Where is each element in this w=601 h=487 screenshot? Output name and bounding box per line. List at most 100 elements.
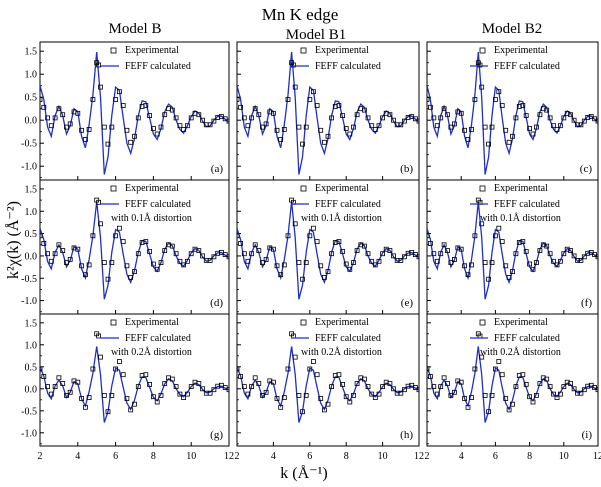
experimental-point [343,126,349,131]
experimental-point [278,272,284,278]
experimental-point [380,251,386,257]
legend-marker-experimental [110,185,117,192]
y-tick-label: 1.5 [25,184,38,195]
legend-marker-experimental [300,185,307,192]
experimental-point [448,124,454,130]
experimental-point [431,251,437,257]
experimental-point [321,139,327,145]
experimental-point [147,381,153,387]
experimental-point [427,233,430,239]
experimental-point [434,123,440,129]
experimental-point [482,124,488,130]
experimental-point [238,104,244,110]
experimental-point [154,266,160,272]
experimental-point [441,242,447,248]
experimental-point [105,276,111,282]
experimental-point [150,126,156,131]
experimental-point [113,233,118,239]
experimental-point [340,381,346,387]
experimental-point [554,127,560,132]
experimental-point [455,109,461,115]
experimental-point [351,392,356,398]
experimental-point [79,127,84,133]
experimental-point [523,249,529,254]
figure-title: Mn K edge [262,5,338,24]
experimental-point [503,127,509,133]
experimental-point [173,251,179,257]
experimental-point [595,254,598,260]
experimental-point [98,221,103,227]
experimental-point [479,84,485,90]
experimental-point [380,115,386,121]
experimental-point [516,373,522,379]
experimental-point [394,390,400,396]
experimental-point [479,221,485,227]
experimental-point [469,262,474,268]
experimental-point [252,106,258,112]
experimental-point [196,112,202,118]
panel-label: (d) [210,297,223,309]
experimental-point [252,375,258,381]
experimental-point [372,395,378,401]
experimental-point [365,251,371,257]
experimental-point [462,263,468,269]
experimental-point [527,394,532,400]
legend-note: with 0.1Å distortion [480,212,561,224]
experimental-point [109,392,115,398]
legend-marker-experimental [479,185,486,192]
experimental-point [401,387,407,393]
experimental-point [506,274,512,280]
y-tick-label: 1.0 [25,70,38,81]
experimental-point [245,123,251,129]
experimental-point [329,251,335,257]
legend-label-experimental: Experimental [494,183,548,194]
panel-label: (e) [401,297,414,309]
experimental-point [441,375,447,381]
experimental-point [200,253,205,259]
experimental-point [75,246,81,252]
experimental-point [336,103,342,108]
experimental-point [211,254,217,260]
experimental-point [241,115,247,121]
experimental-point [489,260,495,266]
experimental-point [551,258,556,264]
experimental-point [128,274,134,280]
experimental-point [256,248,262,254]
experimental-point [45,115,50,121]
experimental-point [561,384,567,390]
experimental-point [40,233,43,239]
experimental-point [96,333,101,339]
experimental-point [241,384,247,390]
experimental-point [270,246,276,252]
experimental-point [365,115,371,121]
experimental-point [561,115,567,121]
column-title-1: Model B [109,21,162,37]
experimental-point [380,384,386,390]
experimental-point [60,248,66,254]
x-tick-label: 10 [186,451,196,462]
experimental-point [318,127,324,133]
experimental-point [351,260,356,266]
experimental-point [448,392,454,398]
experimental-point [79,396,84,401]
experimental-point [177,123,183,129]
experimental-point [564,246,570,252]
experimental-point [451,121,457,127]
experimental-point [150,261,156,267]
legend-marker-experimental [479,319,486,326]
experimental-point [238,374,244,379]
experimental-point [486,276,492,282]
y-tick-label: 1.5 [25,47,38,58]
x-tick-label: 2 [38,451,43,462]
experimental-point [184,391,190,397]
panel-frame [236,313,420,447]
experimental-point [274,396,280,401]
legend-label-calculated: FEFF calculated [494,333,560,344]
experimental-point [96,62,101,68]
experimental-point [226,387,229,393]
experimental-point [307,233,313,239]
experimental-point [67,389,73,395]
experimental-point [310,359,316,364]
experimental-point [540,242,546,248]
